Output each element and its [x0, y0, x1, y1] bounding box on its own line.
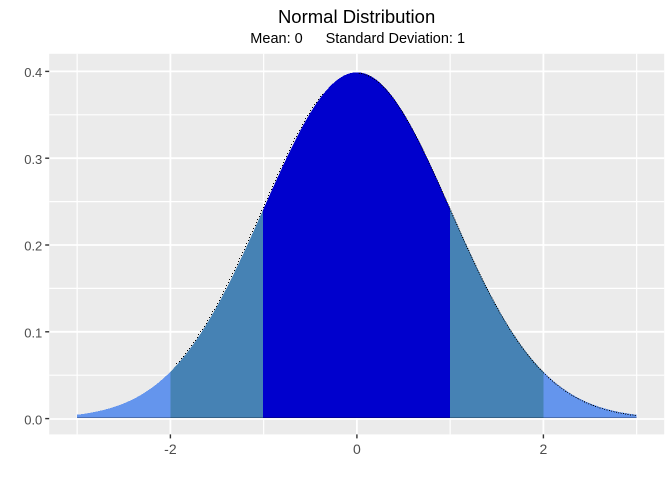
- svg-text:0.4: 0.4: [24, 65, 42, 80]
- svg-text:0.3: 0.3: [24, 152, 42, 167]
- svg-text:Normal Distribution: Normal Distribution: [278, 6, 435, 27]
- svg-text:-2: -2: [164, 441, 177, 457]
- svg-text:0.2: 0.2: [24, 239, 42, 254]
- svg-text:0.1: 0.1: [24, 326, 42, 341]
- svg-text:0: 0: [353, 441, 361, 457]
- svg-text:0.0: 0.0: [24, 412, 42, 427]
- svg-text:Standard Deviation: 1: Standard Deviation: 1: [326, 31, 465, 47]
- svg-text:Mean: 0: Mean: 0: [250, 31, 302, 47]
- svg-text:2: 2: [540, 441, 548, 457]
